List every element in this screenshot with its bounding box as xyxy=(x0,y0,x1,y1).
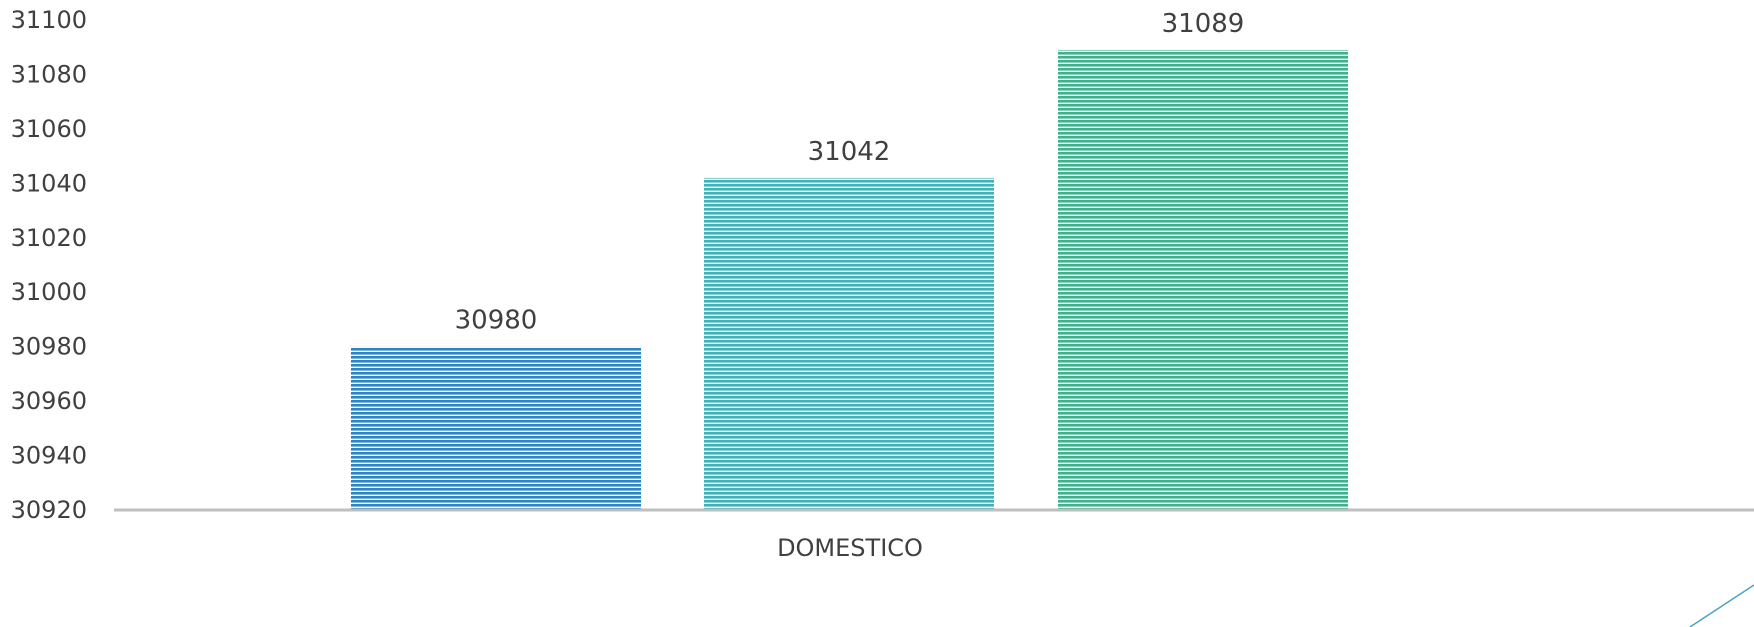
category-label: DOMESTICO xyxy=(777,534,923,562)
y-tick-label: 31040 xyxy=(11,169,87,197)
bar xyxy=(1058,49,1348,510)
bars xyxy=(351,49,1348,510)
bar xyxy=(704,177,994,510)
y-tick-label: 31000 xyxy=(11,278,87,306)
y-tick-label: 30960 xyxy=(11,387,87,415)
y-tick-label: 31100 xyxy=(11,6,87,34)
y-tick-label: 30920 xyxy=(11,496,87,524)
y-tick-label: 31060 xyxy=(11,115,87,143)
y-tick-label: 31080 xyxy=(11,60,87,88)
y-tick-label: 31020 xyxy=(11,224,87,252)
bar-data-label: 31042 xyxy=(808,137,891,167)
bar-data-label: 31089 xyxy=(1162,9,1245,39)
corner-accent-line xyxy=(1689,584,1754,627)
data-labels: 30980 31042 31089 xyxy=(455,9,1245,336)
bar-data-label: 30980 xyxy=(455,306,538,336)
y-tick-label: 30940 xyxy=(11,442,87,470)
y-axis-ticks: 30920 30940 30960 30980 31000 31020 31040 31060… xyxy=(11,6,87,524)
bar xyxy=(351,346,641,510)
y-tick-label: 30980 xyxy=(11,333,87,361)
